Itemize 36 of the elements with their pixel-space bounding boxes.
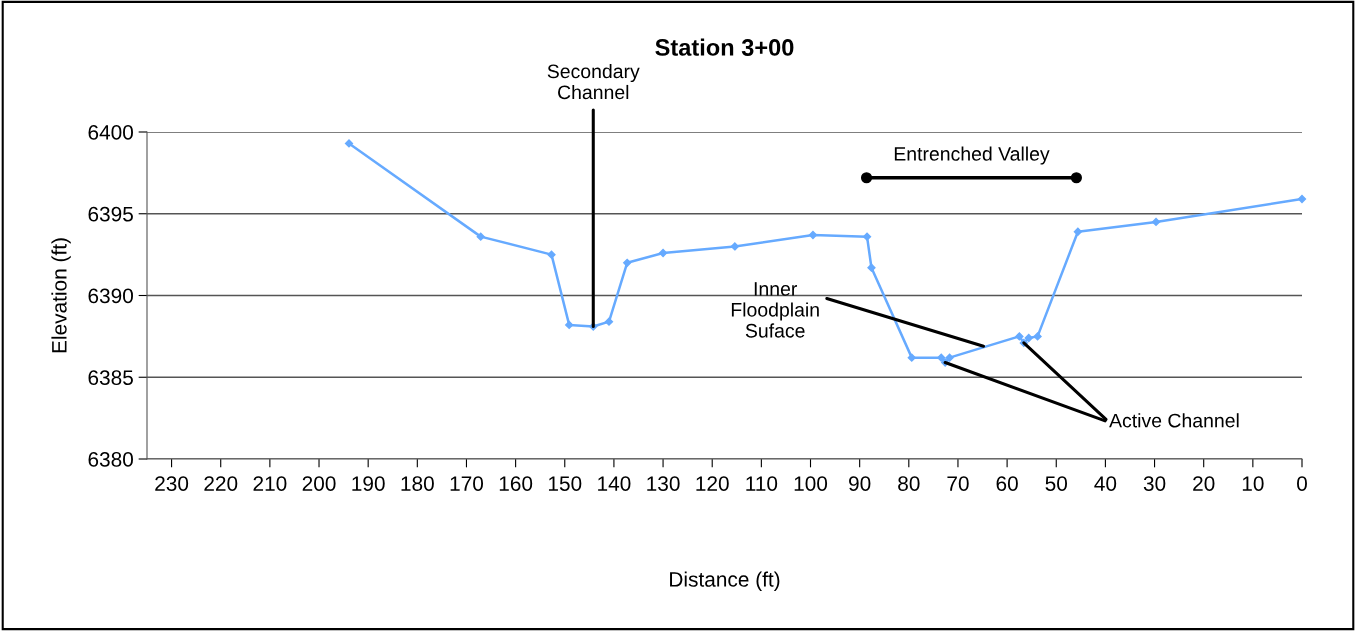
x-tick-label: 160 xyxy=(499,476,533,491)
x-tick-label: 190 xyxy=(352,476,385,491)
y-tick-label: 6385 xyxy=(88,370,133,385)
y-axis-title: Elevation (ft) xyxy=(51,238,71,353)
x-tick-label: 220 xyxy=(204,476,238,491)
x-tick-label: 170 xyxy=(450,476,484,491)
x-tick-label: 80 xyxy=(898,476,920,491)
x-tick-label: 60 xyxy=(996,476,1018,491)
x-tick-label: 90 xyxy=(849,476,871,491)
annotation: Secondary Channel xyxy=(547,63,640,100)
annotation: Active Channel xyxy=(1109,413,1239,428)
x-tick-label: 20 xyxy=(1193,476,1215,491)
x-tick-label: 180 xyxy=(401,476,434,491)
x-tick-label: 10 xyxy=(1242,476,1264,491)
y-tick-label: 6390 xyxy=(88,288,133,304)
series-label: Entrenched Valley xyxy=(894,146,1050,165)
x-tick-label: 70 xyxy=(947,476,969,491)
x-tick-label: 50 xyxy=(1045,476,1068,491)
x-tick-label: 0 xyxy=(1297,476,1307,491)
x-tick-label: 100 xyxy=(794,476,828,491)
y-tick-label: 6380 xyxy=(88,452,133,467)
x-tick-label: 30 xyxy=(1143,476,1166,491)
x-tick-label: 130 xyxy=(647,476,680,491)
y-tick-label: 6395 xyxy=(88,206,133,222)
annotation: Inner Floodplain Suface xyxy=(731,282,819,338)
x-tick-label: 140 xyxy=(598,476,631,491)
y-tick-label: 6400 xyxy=(88,125,133,140)
x-tick-label: 200 xyxy=(302,476,336,491)
x-tick-label: 120 xyxy=(696,476,729,491)
x-tick-label: 110 xyxy=(746,476,778,491)
x-tick-label: 40 xyxy=(1094,476,1117,491)
chart-title: Station 3+00 xyxy=(655,38,794,56)
x-tick-label: 210 xyxy=(253,476,287,491)
x-tick-label: 230 xyxy=(155,476,189,491)
x-axis-title: Distance (ft) xyxy=(670,571,780,591)
x-tick-label: 150 xyxy=(548,476,582,491)
